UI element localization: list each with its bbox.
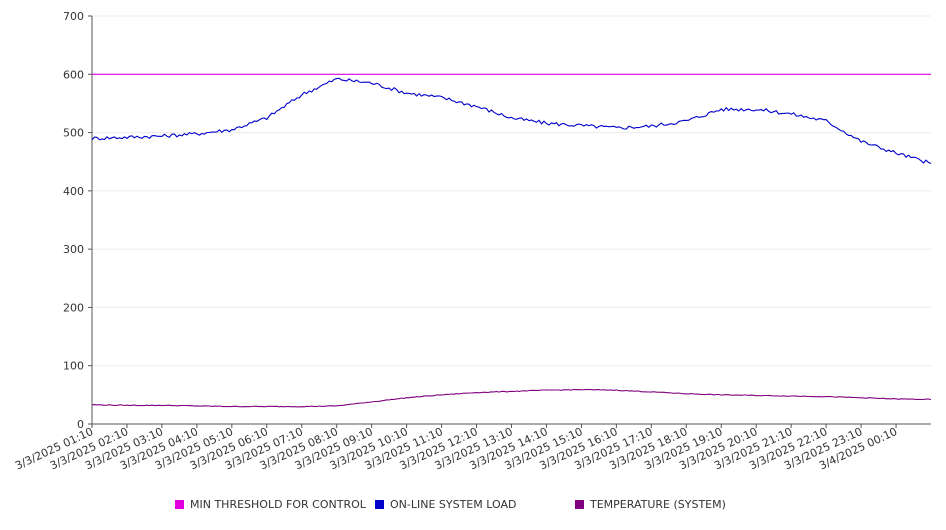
legend-label-online-load: ON-LINE SYSTEM LOAD [390, 498, 517, 511]
legend: MIN THRESHOLD FOR CONTROL ON-LINE SYSTEM… [0, 498, 946, 514]
legend-swatch-online-load [375, 500, 384, 509]
y-tick-label: 0 [77, 418, 84, 431]
legend-item-temperature[interactable]: TEMPERATURE (SYSTEM) [575, 498, 726, 511]
series-line-1 [91, 77, 932, 165]
legend-label-min-threshold: MIN THRESHOLD FOR CONTROL [190, 498, 366, 511]
legend-label-temperature: TEMPERATURE (SYSTEM) [590, 498, 726, 511]
legend-item-min-threshold[interactable]: MIN THRESHOLD FOR CONTROL [175, 498, 366, 511]
x-tick-labels: 3/3/2025 01:103/3/2025 02:103/3/2025 03:… [13, 425, 899, 473]
gridlines [92, 15, 931, 367]
axes [88, 15, 931, 428]
y-tick-label: 300 [63, 243, 84, 256]
y-tick-labels: 0 100 200 300 400 500 600 700 [63, 10, 84, 431]
series-line-2 [91, 388, 932, 408]
y-tick-label: 400 [63, 185, 84, 198]
legend-swatch-temperature [575, 500, 584, 509]
y-tick-label: 100 [63, 360, 84, 373]
y-tick-label: 600 [63, 68, 84, 81]
legend-swatch-min-threshold [175, 500, 184, 509]
y-tick-label: 700 [63, 10, 84, 23]
y-tick-label: 200 [63, 301, 84, 314]
series-lines [91, 73, 932, 408]
legend-item-online-load[interactable]: ON-LINE SYSTEM LOAD [375, 498, 516, 511]
y-tick-label: 500 [63, 127, 84, 140]
